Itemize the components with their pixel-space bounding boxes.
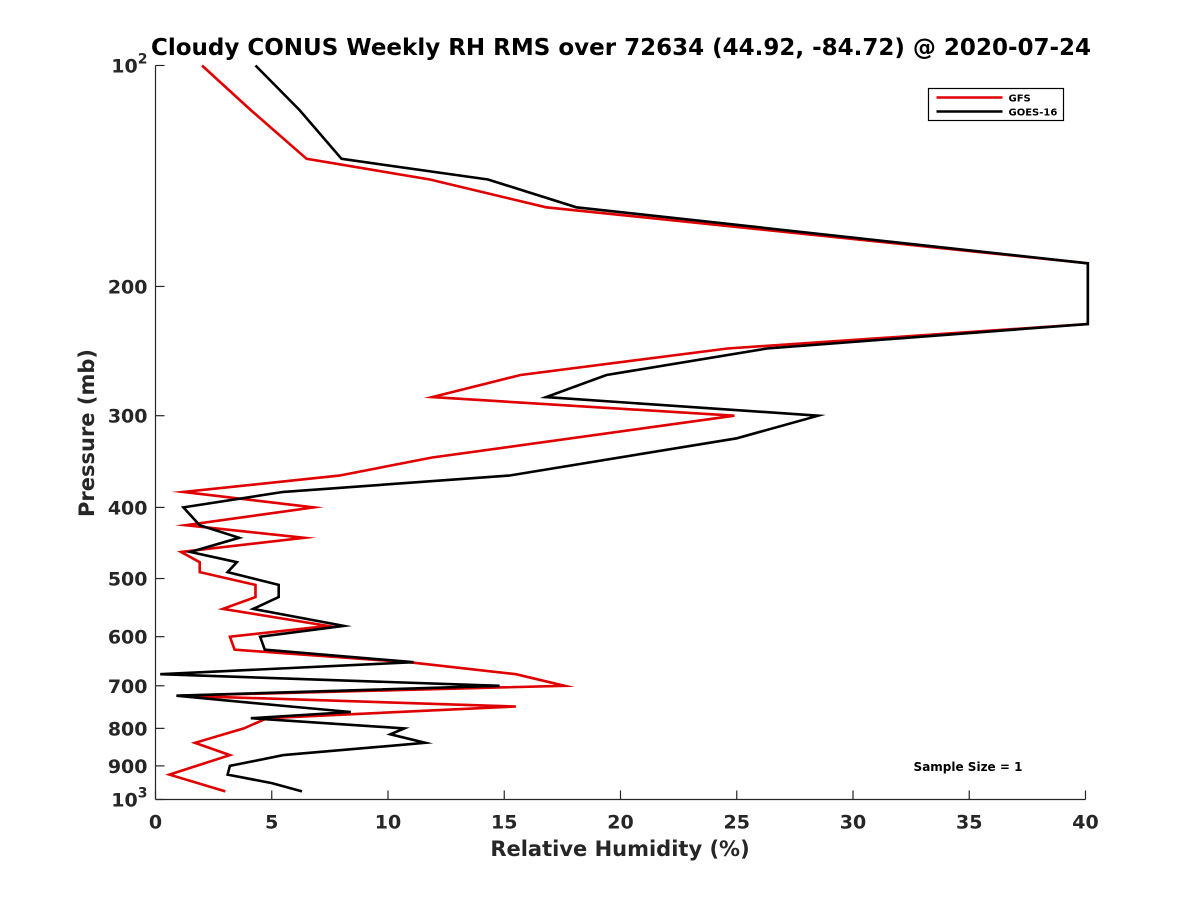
legend-box	[927, 87, 1065, 122]
sample-size-annotation: Sample Size = 1	[914, 760, 1023, 774]
y-tick-label: 200	[108, 276, 148, 298]
y-tick-label: 800	[108, 718, 148, 740]
y-tick-label: 102	[111, 52, 147, 78]
x-tick-label: 20	[607, 812, 633, 834]
x-tick-label: 10	[375, 812, 401, 834]
chart-title: Cloudy CONUS Weekly RH RMS over 72634 (4…	[151, 35, 1091, 61]
y-tick-label: 500	[108, 569, 148, 591]
x-axis-label: Relative Humidity (%)	[490, 837, 749, 861]
x-tick-label: 40	[1072, 812, 1098, 834]
y-tick-label: 700	[108, 676, 148, 698]
series-layer	[160, 64, 1090, 793]
y-tick-label: 300	[108, 406, 148, 428]
x-tick-label: 35	[956, 812, 982, 834]
y-axis-label: Pressure (mb)	[75, 349, 99, 517]
y-tick-label: 103	[111, 786, 147, 812]
series-line-1	[160, 64, 1090, 793]
x-tick-label: 30	[840, 812, 866, 834]
y-tick-label: 900	[108, 756, 148, 778]
y-axis: 102 200 300 400 500 600 700 800 900 103	[108, 52, 165, 812]
legend: GFS GOES-16	[927, 87, 1065, 122]
x-tick-label: 15	[491, 812, 517, 834]
y-tick-label: 400	[108, 497, 148, 519]
y-tick-label: 600	[108, 627, 148, 649]
x-axis: 0 5 10 15 20 25 30 35 40	[149, 790, 1099, 834]
x-tick-label: 5	[265, 812, 278, 834]
x-tick-label: 0	[149, 812, 162, 834]
x-tick-label: 25	[724, 812, 750, 834]
legend-label: GOES-16	[1009, 108, 1058, 119]
legend-label: GFS	[1009, 94, 1031, 105]
